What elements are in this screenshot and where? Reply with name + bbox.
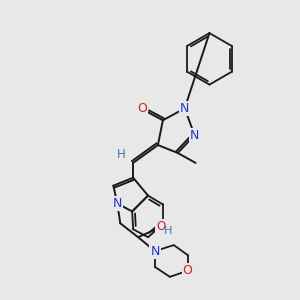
Text: O: O <box>183 264 193 278</box>
Text: N: N <box>150 244 160 258</box>
Text: O: O <box>156 220 166 233</box>
Text: N: N <box>112 197 122 210</box>
Text: H: H <box>117 148 126 161</box>
Text: O: O <box>137 102 147 115</box>
Text: N: N <box>180 102 189 115</box>
Text: H: H <box>164 226 172 236</box>
Text: N: N <box>190 129 199 142</box>
